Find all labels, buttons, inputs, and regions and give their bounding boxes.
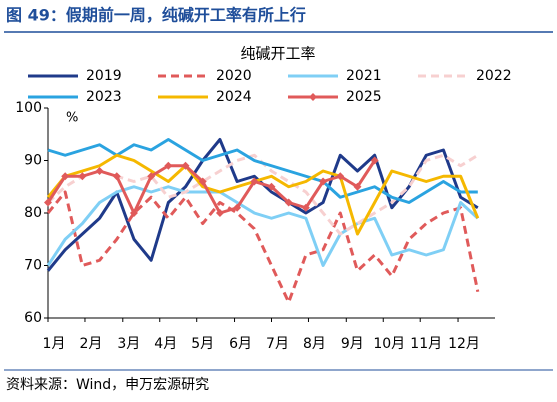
series-line bbox=[46, 185, 479, 267]
chart-title: 图 49：假期前一周，纯碱开工率有所上行 bbox=[6, 6, 306, 25]
legend-marker bbox=[309, 93, 317, 101]
x-tick-label: 7月 bbox=[266, 336, 289, 352]
series-marker bbox=[147, 172, 156, 181]
series-marker bbox=[319, 177, 328, 186]
source: 资料来源：Wind，申万宏源研究 bbox=[6, 377, 209, 393]
x-tick-label: 4月 bbox=[154, 336, 177, 352]
series-marker bbox=[301, 203, 310, 212]
x-tick-label: 1月 bbox=[43, 336, 66, 352]
series-marker bbox=[370, 156, 379, 165]
legend-label: 2022 bbox=[476, 68, 512, 84]
y-tick-label: 80 bbox=[24, 205, 42, 221]
series-marker bbox=[78, 172, 87, 181]
x-tick-label: 12月 bbox=[448, 336, 480, 352]
legend-label: 2025 bbox=[346, 89, 382, 105]
series-marker bbox=[61, 172, 70, 181]
series-marker bbox=[336, 172, 345, 181]
x-tick-label: 2月 bbox=[80, 336, 103, 352]
series-marker bbox=[353, 182, 362, 191]
y-tick-label: 90 bbox=[24, 153, 42, 169]
x-tick-label: 9月 bbox=[341, 336, 364, 352]
y-unit: % bbox=[66, 111, 78, 126]
legend-label: 2023 bbox=[86, 89, 122, 105]
series-marker bbox=[44, 198, 52, 207]
series-marker bbox=[267, 182, 276, 191]
series-marker bbox=[95, 167, 104, 175]
x-tick-label: 6月 bbox=[229, 336, 252, 352]
legend-label: 2020 bbox=[216, 68, 252, 84]
series-marker bbox=[181, 161, 190, 170]
x-tick-label: 8月 bbox=[303, 336, 326, 352]
legend-label: 2024 bbox=[216, 89, 252, 105]
x-tick-label: 5月 bbox=[191, 336, 214, 352]
x-tick-label: 11月 bbox=[410, 336, 442, 352]
x-tick-label: 3月 bbox=[117, 336, 140, 352]
series-line bbox=[46, 153, 480, 236]
series-line bbox=[47, 138, 478, 204]
legend-label: 2021 bbox=[346, 68, 382, 84]
legend-label: 2019 bbox=[86, 68, 122, 84]
y-tick-label: 60 bbox=[24, 310, 42, 326]
series-marker bbox=[233, 203, 242, 212]
series-marker bbox=[250, 177, 259, 186]
x-tick-label: 10月 bbox=[373, 336, 405, 352]
series-marker bbox=[112, 172, 121, 181]
y-tick-label: 100 bbox=[15, 100, 42, 116]
y-tick-label: 70 bbox=[24, 258, 42, 274]
series-marker bbox=[284, 198, 293, 207]
series-marker bbox=[164, 161, 173, 170]
series-line bbox=[46, 190, 480, 304]
series-marker bbox=[129, 209, 138, 217]
chart-subtitle: 纯碱开工率 bbox=[240, 45, 315, 63]
series-marker bbox=[198, 177, 207, 186]
series-marker bbox=[215, 209, 224, 217]
